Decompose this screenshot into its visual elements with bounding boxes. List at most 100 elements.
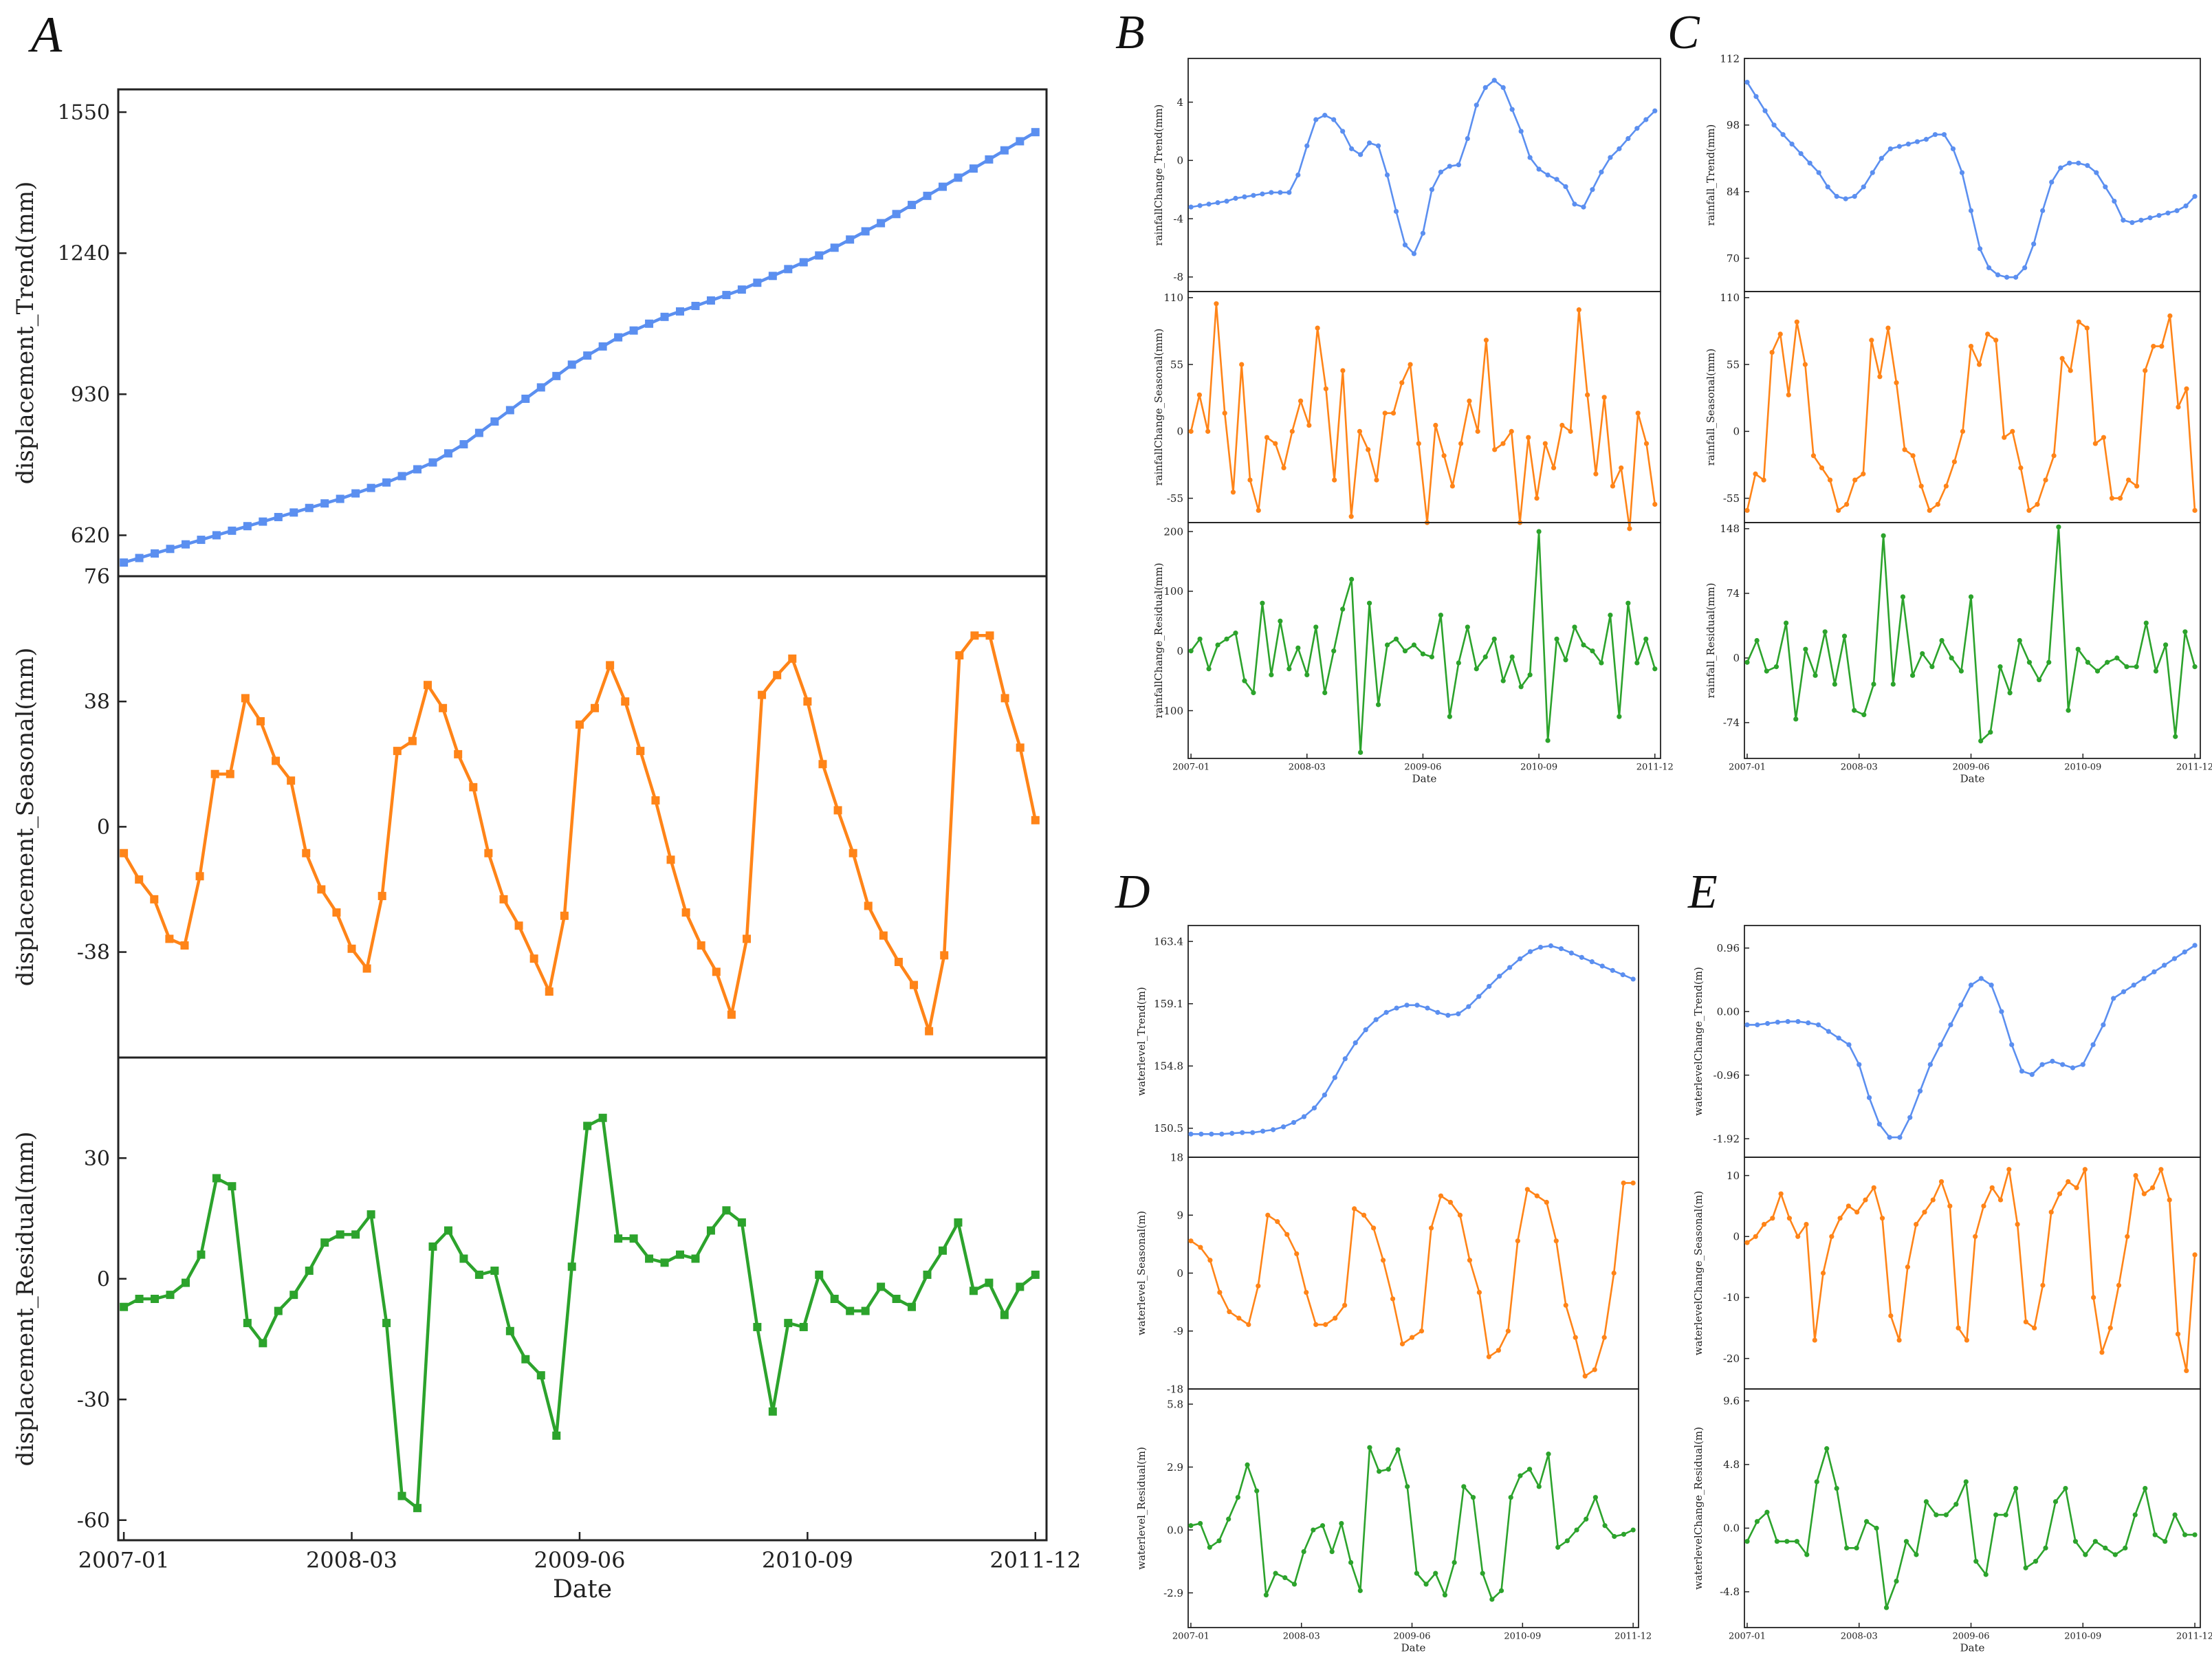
data-point [2080,1062,2085,1067]
data-point [1358,749,1364,755]
data-point [366,483,375,492]
data-point [2046,659,2052,665]
data-point [1813,672,1818,678]
data-point [1491,636,1497,642]
data-point [1548,943,1554,949]
data-point [474,428,483,437]
data-point [2032,1325,2037,1331]
data-point [529,954,538,963]
y-tick-label: -8 [1173,271,1183,283]
subplot-d-residual: -2.9 0.0 2.9 5.8 waterlevel_Residual(m) [1135,1388,1639,1628]
data-point [226,769,234,778]
data-point [1429,187,1435,193]
data-point [302,849,311,857]
data-point [2056,524,2061,529]
data-point [1934,1512,1939,1518]
data-point [846,235,855,244]
data-point [1753,471,1758,477]
data-point [1866,1095,1872,1100]
data-point [1329,1548,1335,1555]
data-point [1814,1479,1819,1485]
data-point [1820,1270,1826,1276]
data-point [474,1270,483,1279]
data-point [332,908,341,917]
data-point [2173,734,2178,739]
data-point [1411,642,1417,648]
data-point [2111,996,2116,1001]
panel-label-b: B [1115,6,1145,59]
data-point [272,756,281,765]
subplot-a-residual: -60 -30 0 30 displacement_Residual(mm) [12,1056,1048,1542]
data-point [1771,122,1777,128]
data-point [2052,1499,2059,1504]
data-point [1260,191,1265,197]
data-point [1393,208,1399,215]
data-point [1744,507,1750,513]
data-point [1282,1575,1288,1581]
data-point [1900,594,1906,600]
data-point [848,849,857,857]
data-point [1890,681,1896,687]
data-point [1474,102,1479,108]
data-point [1399,1341,1405,1347]
data-point [1989,983,1994,988]
data-point [1621,1180,1626,1186]
data-point [397,472,406,481]
plot-frame [117,575,1048,1059]
data-point [1822,629,1828,635]
data-point [1256,507,1261,513]
data-point [2182,949,2187,955]
data-point [1416,441,1421,446]
data-point [1374,477,1379,483]
data-point [1617,146,1622,151]
data-point [2036,677,2042,683]
data-point [1465,624,1470,630]
data-point [1611,1270,1617,1276]
data-point [1938,1179,1945,1185]
data-point [2017,637,2022,644]
data-point [521,1355,530,1364]
data-point [1887,1135,1892,1140]
data-point [1207,1544,1212,1550]
data-point [830,243,839,252]
data-point [1843,196,1848,201]
data-point [676,1250,685,1259]
y-tick-label: 0 [1733,652,1740,664]
data-point [1215,200,1220,206]
data-point [1447,714,1452,719]
data-point [2103,184,2108,190]
data-point [1888,1313,1894,1319]
x-tick-label: 2010-09 [2064,762,2101,772]
data-point [1968,594,1974,600]
data-point [1978,976,1984,981]
x-tick-label: 2007-01 [1729,762,1766,772]
data-point [591,703,600,712]
data-point [1558,946,1564,952]
data-point [2184,386,2189,392]
data-point [1480,1570,1485,1576]
y-tick-label: -2.9 [1163,1587,1183,1599]
data-point [1306,422,1312,428]
data-point [1420,230,1426,236]
data-point [2049,179,2055,185]
data-point [1411,251,1417,256]
plot-frame [1744,1388,2201,1628]
y-tick-label: -0.96 [1713,1069,1740,1082]
data-point [1834,1485,1839,1491]
x-tick-label: 2008-03 [1841,1631,1878,1641]
data-point [1467,1258,1473,1263]
data-point [2192,664,2198,670]
data-point [861,227,870,236]
data-point [583,351,592,360]
series-line-seasonal [1746,1168,2196,1372]
y-axis-label: rainfall_Seasonal(mm) [1705,349,1717,466]
data-point [1331,117,1337,122]
data-point [2070,1065,2076,1071]
data-point [1785,1019,1791,1025]
data-point [2066,708,2071,713]
y-tick-label: 0 [1733,1231,1740,1243]
data-point [1786,1216,1792,1221]
data-point [1914,1221,1919,1227]
data-point [2143,368,2148,373]
data-point [1879,1216,1885,1221]
